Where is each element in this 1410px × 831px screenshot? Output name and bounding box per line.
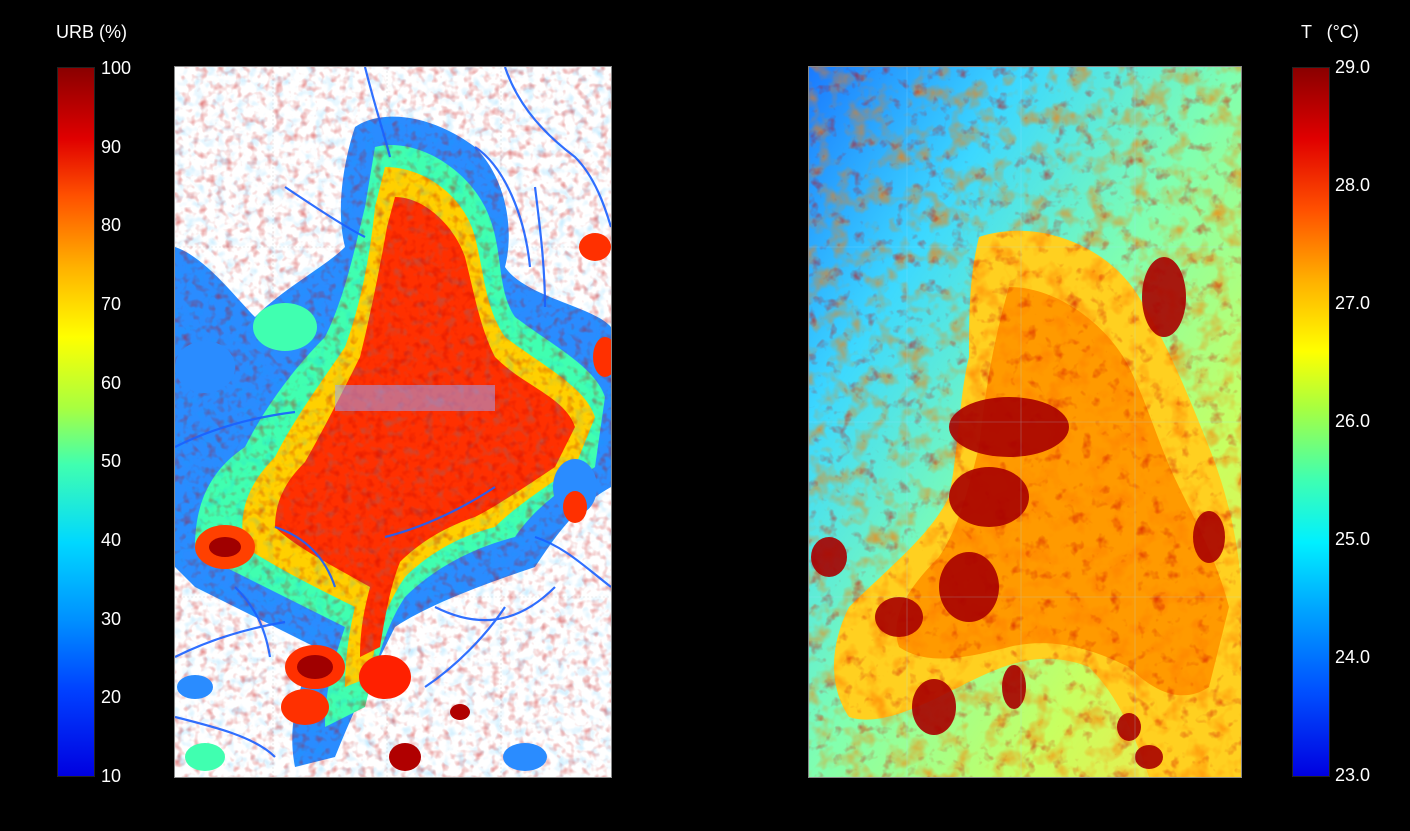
urb-tick-label: 100 [101, 59, 131, 77]
temperature-colorbar [1292, 67, 1330, 777]
temperature-tick-label: 28.0 [1335, 176, 1370, 194]
temperature-tick-label: 29.0 [1335, 58, 1370, 76]
urb-colorbar [57, 67, 95, 777]
urb-tick-label: 50 [101, 452, 121, 470]
urb-tick-label: 80 [101, 216, 121, 234]
urb-tick-label: 90 [101, 138, 121, 156]
temperature-tick-label: 24.0 [1335, 648, 1370, 666]
urb-tick-label: 60 [101, 374, 121, 392]
urb-tick-label: 40 [101, 531, 121, 549]
temperature-tick-label: 26.0 [1335, 412, 1370, 430]
urb-tick-label: 30 [101, 610, 121, 628]
temperature-colorbar-title: T (°C) [1301, 22, 1359, 43]
temperature-tick-label: 25.0 [1335, 530, 1370, 548]
temperature-tick-label: 27.0 [1335, 294, 1370, 312]
urbanization-map [174, 66, 612, 778]
urb-colorbar-title: URB (%) [56, 22, 127, 43]
temperature-map-graphic [809, 67, 1241, 777]
urb-tick-label: 20 [101, 688, 121, 706]
urb-tick-label: 10 [101, 767, 121, 785]
temperature-tick-label: 23.0 [1335, 766, 1370, 784]
urbanization-map-graphic [175, 67, 611, 777]
temperature-map [808, 66, 1242, 778]
urb-tick-label: 70 [101, 295, 121, 313]
